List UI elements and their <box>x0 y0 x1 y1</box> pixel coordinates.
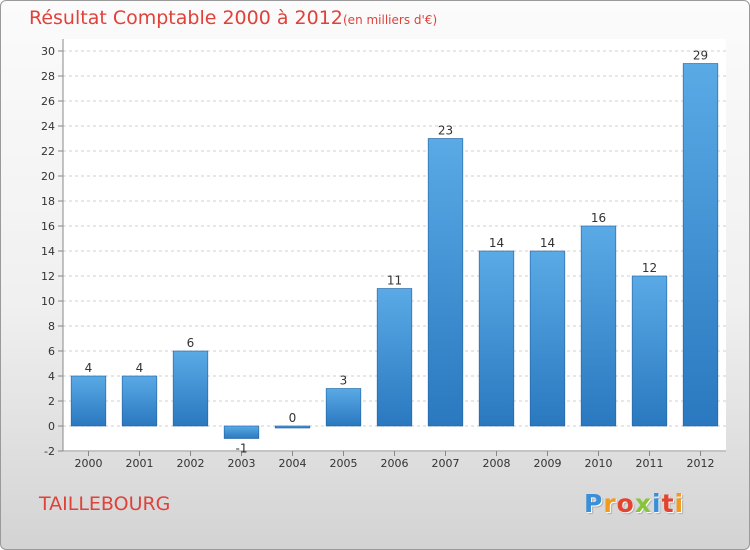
bars <box>70 63 719 439</box>
logo-letter: o <box>616 489 635 518</box>
logo-letter: r <box>603 489 617 518</box>
y-tick-label: 26 <box>41 95 55 108</box>
y-tick-label: 14 <box>41 245 55 258</box>
data-label: 4 <box>85 361 93 375</box>
y-tick-label: 28 <box>41 70 55 83</box>
y-tick-label: 16 <box>41 220 55 233</box>
bar-2003 <box>223 425 260 439</box>
bar-2008 <box>478 250 515 427</box>
chart-title: Résultat Comptable 2000 à 2012 <box>29 7 343 29</box>
y-tick-label: 24 <box>41 120 55 133</box>
data-label: 0 <box>289 411 297 425</box>
y-tick-label: 2 <box>48 395 55 408</box>
x-tick-label: 2010 <box>585 457 613 470</box>
logo-letter: x <box>634 489 652 518</box>
commune-name: TAILLEBOURG <box>39 493 171 515</box>
y-tick-label: 20 <box>41 170 55 183</box>
bar-2000 <box>70 375 107 427</box>
data-label: 14 <box>540 236 555 250</box>
data-label: 6 <box>187 336 195 350</box>
x-tick-label: 2009 <box>534 457 562 470</box>
x-tick-label: 2012 <box>687 457 715 470</box>
data-label: 4 <box>136 361 144 375</box>
data-labels: 4 4 6 -1 0 3 11 23 14 14 16 12 29 <box>85 49 708 456</box>
y-tick-label: 0 <box>48 420 55 433</box>
data-label: 12 <box>642 261 657 275</box>
data-label: -1 <box>236 442 248 456</box>
bar-2005 <box>325 388 362 427</box>
data-label: 3 <box>340 374 348 388</box>
bar-2007 <box>427 138 464 427</box>
data-label: 11 <box>387 274 402 288</box>
proxiti-logo[interactable]: Proxiti <box>584 489 684 518</box>
y-tick-label: 18 <box>41 195 55 208</box>
logo-letter: i <box>652 489 662 518</box>
x-tick-label: 2000 <box>75 457 103 470</box>
data-label: 23 <box>438 124 453 138</box>
bar-2006 <box>376 288 413 427</box>
bar-2011 <box>631 275 668 427</box>
x-tick-labels: 2000 2001 2002 2003 2004 2005 2006 2007 2008 2009… <box>75 457 715 470</box>
bar-2012 <box>682 63 719 427</box>
x-tick-label: 2007 <box>432 457 460 470</box>
x-tick-label: 2006 <box>381 457 409 470</box>
x-tick-label: 2004 <box>279 457 307 470</box>
y-tick-label: 30 <box>41 45 55 58</box>
bar-2004 <box>274 425 311 429</box>
y-tick-label: 8 <box>48 320 55 333</box>
axes <box>58 39 726 456</box>
bar-2010 <box>580 225 617 427</box>
y-tick-label: 4 <box>48 370 55 383</box>
data-label: 14 <box>489 236 504 250</box>
y-tick-label: 6 <box>48 345 55 358</box>
x-tick-label: 2002 <box>177 457 205 470</box>
x-tick-label: 2001 <box>126 457 154 470</box>
logo-letter: t <box>661 489 675 518</box>
data-label: 16 <box>591 211 606 225</box>
bar-2002 <box>172 350 209 427</box>
x-tick-label: 2008 <box>483 457 511 470</box>
y-tick-label: 12 <box>41 270 55 283</box>
bar-2001 <box>121 375 158 427</box>
x-tick-label: 2005 <box>330 457 358 470</box>
x-tick-label: 2003 <box>228 457 256 470</box>
logo-letter: i <box>674 489 685 518</box>
logo-letter: P <box>584 489 604 518</box>
x-tick-label: 2011 <box>636 457 664 470</box>
data-label: 29 <box>693 49 708 63</box>
bar-2009 <box>529 250 566 427</box>
y-tick-label: 10 <box>41 295 55 308</box>
chart-subtitle: (en milliers d'€) <box>343 13 438 27</box>
y-tick-label: -2 <box>44 445 55 458</box>
y-tick-label: 22 <box>41 145 55 158</box>
